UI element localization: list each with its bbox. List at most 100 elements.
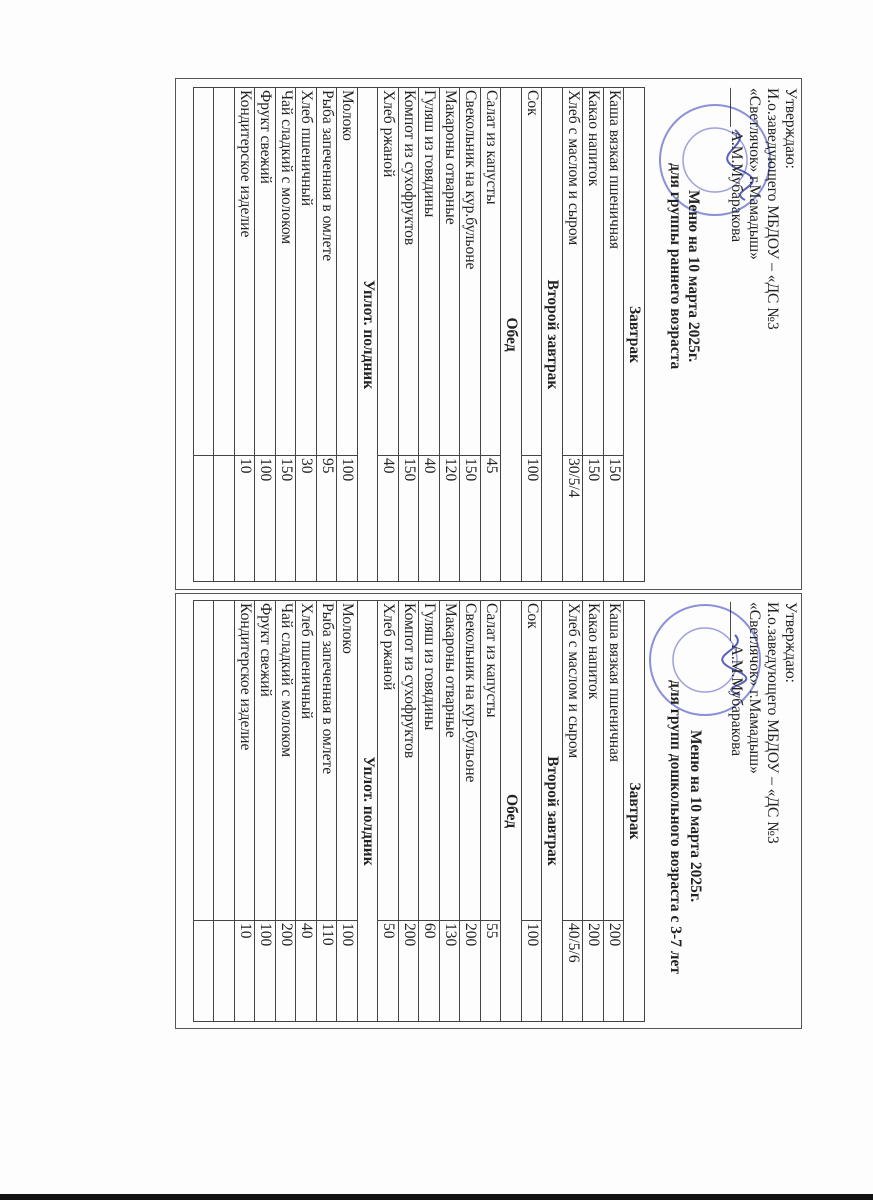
- portion-value: 150: [583, 455, 604, 582]
- table-row: Гуляш из говядины 60: [419, 600, 440, 1022]
- table-row: Хлеб с маслом и сыром 30/5/4: [562, 87, 583, 582]
- dish-name: Макароны отварные: [439, 87, 460, 456]
- section-heading: Уплот. полдник: [357, 600, 378, 1022]
- dish-name: Рыба запеченная в омлете: [316, 87, 337, 456]
- dish-name: Чай сладкий с молоком: [275, 87, 296, 456]
- portion-value: 100: [521, 455, 542, 582]
- dish-name: Кондитерское изделие: [234, 87, 255, 456]
- table-row: Рыба запеченная в омлете 110: [316, 600, 337, 1022]
- portion-value: 110: [316, 920, 337, 1022]
- menu-title: Меню на 10 марта 2025г.: [685, 190, 702, 363]
- portion-value: 30: [296, 455, 317, 582]
- official-stamp-icon: [659, 104, 771, 216]
- portion-value: 150: [603, 455, 624, 582]
- approval-line: _____ А.М.Мубаракова: [728, 88, 745, 243]
- dish-name: Какао напиток: [583, 600, 604, 921]
- dish-name: Компот из сухофруктов: [398, 600, 419, 921]
- section-heading: Завтрак: [624, 87, 645, 582]
- portion-value: [214, 455, 235, 582]
- menu-title: Меню на 10 марта 2025г.: [687, 730, 704, 903]
- table-row: Макароны отварные 120: [439, 87, 460, 582]
- table-row: Каша вязкая пшеничная 150: [603, 87, 624, 582]
- approval-line: «Светлячок» г.Мамадыш»: [746, 602, 763, 774]
- dish-name: Хлеб пшеничный: [296, 600, 317, 921]
- approval-line: И.о.заведующего МБДОУ – «ДС №3: [764, 602, 781, 844]
- portion-value: 60: [419, 920, 440, 1022]
- dish-name: Салат из капусты: [480, 600, 501, 921]
- menu-subtitle: для группы раннего возраста: [667, 163, 684, 370]
- portion-value: 30/5/4: [562, 455, 583, 582]
- portion-value: 150: [275, 455, 296, 582]
- portion-value: 200: [583, 920, 604, 1022]
- section-row: Обед: [501, 87, 522, 582]
- portion-value: 200: [275, 920, 296, 1022]
- table-row: Чай сладкий с молоком 150: [275, 87, 296, 582]
- portion-value: 10: [234, 455, 255, 582]
- portion-value: 10: [234, 920, 255, 1022]
- approval-block: Утверждаю: И.о.заведующего МБДОУ – «ДС №…: [727, 602, 799, 844]
- table-row: Каша вязкая пшеничная 200: [603, 600, 624, 1022]
- dish-name: Рыба запеченная в омлете: [316, 600, 337, 921]
- table-row: Хлеб ржаной 50: [378, 600, 399, 1022]
- section-row: Уплот. полдник: [357, 600, 378, 1022]
- dish-name: Молоко: [337, 87, 358, 456]
- table-row: Фрукт свежий 100: [255, 600, 276, 1022]
- approval-line: _____ А.М.Мубаракова: [728, 602, 745, 757]
- portion-value: 100: [521, 920, 542, 1022]
- dish-name: Фрукт свежий: [255, 600, 276, 921]
- portion-value: 120: [439, 455, 460, 582]
- section-row: Уплот. полдник: [357, 87, 378, 582]
- approval-line: Утверждаю:: [782, 602, 799, 683]
- dish-name: Хлеб ржаной: [378, 600, 399, 921]
- approval-block: Утверждаю: И.о.заведующего МБДОУ – «ДС №…: [727, 88, 799, 330]
- table-row: [214, 600, 235, 1022]
- official-stamp-icon: [649, 604, 761, 716]
- dish-name: [193, 87, 214, 456]
- table-row: Какао напиток 150: [583, 87, 604, 582]
- portion-value: 200: [398, 920, 419, 1022]
- dish-name: Гуляш из говядины: [419, 87, 440, 456]
- section-heading: Второй завтрак: [542, 600, 563, 1022]
- table-row: Компот из сухофруктов 200: [398, 600, 419, 1022]
- dish-name: Свекольник на кур.бульоне: [460, 600, 481, 921]
- dish-name: Макароны отварные: [439, 600, 460, 921]
- portion-value: 95: [316, 455, 337, 582]
- portion-value: [193, 455, 214, 582]
- section-heading: Уплот. полдник: [357, 87, 378, 582]
- table-row: Хлеб с маслом и сыром 40/5/6: [562, 600, 583, 1022]
- table-row: [193, 600, 214, 1022]
- portion-value: 100: [337, 455, 358, 582]
- dish-name: Чай сладкий с молоком: [275, 600, 296, 921]
- portion-value: 100: [255, 455, 276, 582]
- menu-subtitle: для групп дошкольного возраста с 3-7 лет: [667, 680, 684, 974]
- section-row: Завтрак: [624, 600, 645, 1022]
- dish-name: [193, 600, 214, 921]
- table-row: Какао напиток 200: [583, 600, 604, 1022]
- table-row: Кондитерское изделие 10: [234, 600, 255, 1022]
- portion-value: 100: [337, 920, 358, 1022]
- table-row: Компот из сухофруктов 150: [398, 87, 419, 582]
- dish-name: [214, 87, 235, 456]
- dish-name: Хлеб ржаной: [378, 87, 399, 456]
- dish-name: Каша вязкая пшеничная: [603, 87, 624, 456]
- section-heading: Обед: [501, 87, 522, 582]
- dish-name: Какао напиток: [583, 87, 604, 456]
- portion-value: 150: [398, 455, 419, 582]
- portion-value: 55: [480, 920, 501, 1022]
- section-heading: Завтрак: [624, 600, 645, 1022]
- table-row: Сок 100: [521, 87, 542, 582]
- portion-value: 40: [419, 455, 440, 582]
- table-row: Чай сладкий с молоком 200: [275, 600, 296, 1022]
- dish-name: Салат из капусты: [480, 87, 501, 456]
- portion-value: 200: [460, 920, 481, 1022]
- dish-name: Свекольник на кур.бульоне: [460, 87, 481, 456]
- portion-value: 200: [603, 920, 624, 1022]
- dish-name: Кондитерское изделие: [234, 600, 255, 921]
- table-row: Кондитерское изделие 10: [234, 87, 255, 582]
- dish-name: Каша вязкая пшеничная: [603, 600, 624, 921]
- menu-table: Завтрак Каша вязкая пшеничная 150 Какао нап…: [193, 87, 645, 582]
- dish-name: Сок: [521, 600, 542, 921]
- table-row: Свекольник на кур.бульоне 150: [460, 87, 481, 582]
- dish-name: Сок: [521, 87, 542, 456]
